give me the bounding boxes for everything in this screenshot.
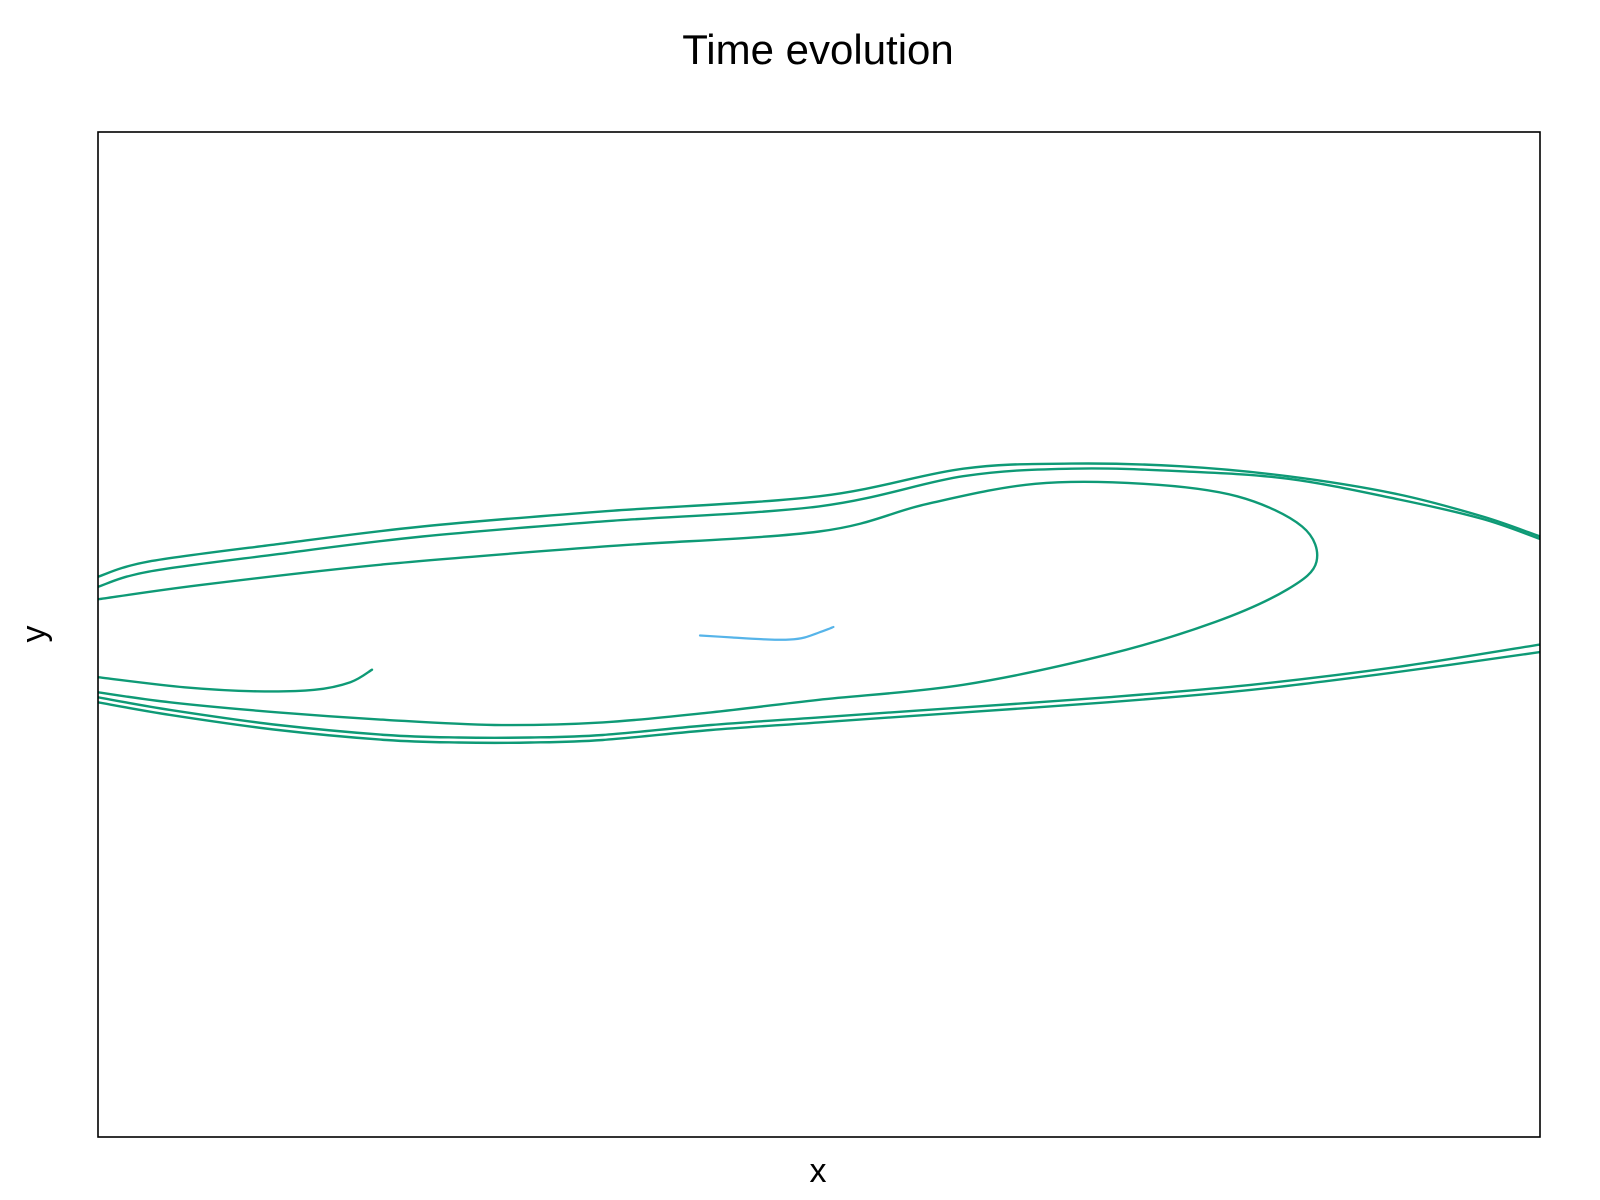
trajectory-line-4 — [98, 668, 374, 693]
y-axis-label: y — [15, 626, 53, 643]
x-axis-label: x — [810, 1152, 827, 1190]
series-layer — [98, 462, 1540, 745]
trajectory-line-5 — [98, 643, 1540, 739]
trajectory-line-7 — [698, 625, 835, 641]
trajectory-line-3 — [98, 480, 1319, 727]
plot-frame — [97, 131, 1541, 1138]
chart-title: Time evolution — [682, 26, 954, 73]
trajectory-line-6 — [98, 650, 1540, 745]
trajectory-line-1 — [98, 462, 1540, 578]
trajectory-line-2 — [98, 467, 1540, 588]
